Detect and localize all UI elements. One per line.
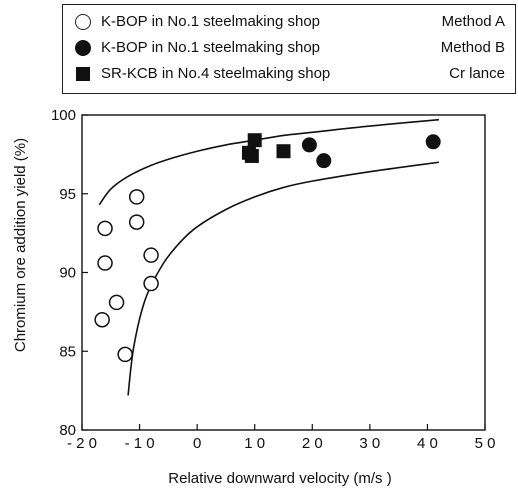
filled-square-point (244, 148, 259, 163)
open-circle-point (143, 247, 159, 263)
filled-circle-icon (75, 40, 91, 56)
open-circle-point (117, 346, 133, 363)
legend: K-BOP in No.1 steelmaking shop Method A … (62, 4, 516, 94)
x-axis-label: Relative downward velocity (m/s ) (168, 470, 391, 487)
legend-entry-method-b: K-BOP in No.1 steelmaking shop Method B (71, 37, 505, 59)
legend-method: Method B (440, 39, 505, 56)
open-circle-icon (75, 14, 91, 30)
filled-square-point (276, 144, 291, 159)
legend-label: K-BOP in No.1 steelmaking shop (101, 39, 321, 56)
x-tick-label: - 2 0 (67, 435, 97, 452)
open-circle-point (97, 255, 113, 271)
legend-entry-method-a: K-BOP in No.1 steelmaking shop Method A (71, 11, 505, 33)
envelope-curves (98, 118, 440, 396)
filled-circle-point (301, 137, 317, 153)
y-tick-label: 90 (59, 265, 76, 282)
x-tick-label: 0 (193, 435, 201, 452)
x-tick-label: 5 0 (475, 435, 496, 452)
data-points (94, 133, 441, 363)
y-tick-label: 95 (59, 186, 76, 203)
open-circle-point (94, 312, 110, 328)
x-tick-label: 3 0 (359, 435, 380, 452)
filled-square-icon (76, 67, 90, 81)
upper-envelope-curve (98, 118, 440, 206)
y-tick-label: 85 (59, 343, 76, 360)
y-axis-label: Chromium ore addition yield (%) (12, 138, 29, 352)
open-circle-point (128, 189, 145, 205)
open-circle-point (143, 275, 159, 292)
y-tick-label: 80 (59, 422, 76, 439)
legend-label: K-BOP in No.1 steelmaking shop (101, 13, 321, 30)
x-tick-label: 1 0 (244, 435, 265, 452)
legend-label: SR-KCB in No.4 steelmaking shop (101, 65, 331, 82)
filled-square-point (247, 133, 262, 148)
lower-envelope-curve (127, 161, 440, 396)
open-circle-point (108, 294, 125, 311)
y-tick-label: 100 (51, 107, 76, 124)
legend-entry-cr-lance: SR-KCB in No.4 steelmaking shop Cr lance (71, 63, 505, 85)
legend-method: Cr lance (449, 65, 505, 82)
filled-circle-point (316, 153, 332, 169)
open-circle-point (97, 220, 113, 237)
axis-ticks: - 2 0 - 1 0 0 1 0 2 0 3 0 4 0 5 0 80 85 90 95 100 (51, 107, 495, 452)
plot-frame (81, 114, 486, 431)
open-circle-point (128, 214, 145, 230)
x-tick-label: - 1 0 (125, 435, 155, 452)
filled-circle-point (425, 134, 441, 150)
x-tick-label: 4 0 (417, 435, 438, 452)
x-tick-label: 2 0 (302, 435, 323, 452)
legend-method: Method A (441, 13, 505, 30)
plot-border (81, 114, 486, 431)
